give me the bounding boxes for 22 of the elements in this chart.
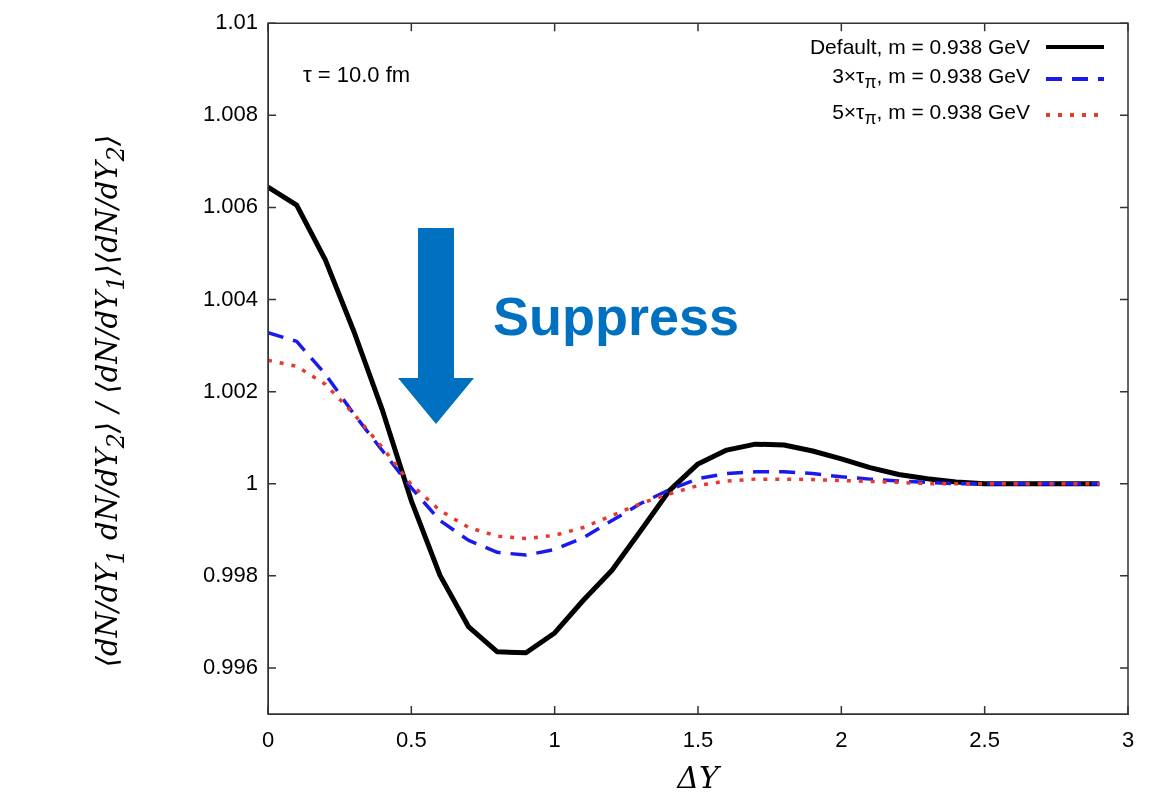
x-tick-label: 1.5 <box>682 727 714 753</box>
x-tick-label: 0 <box>261 727 275 753</box>
y-tick-label: 1.002 <box>202 377 258 403</box>
legend-label: 3×τ$_{π}$, m = 0.938 GeV <box>832 63 1030 95</box>
annotation: Suppress <box>493 285 740 346</box>
y-tick-label: 1.004 <box>202 285 258 311</box>
y-tick-label: 1.01 <box>215 9 258 35</box>
x-axis-title: ΔY <box>676 759 722 795</box>
y-tick-label: 0.996 <box>202 654 258 680</box>
legend-label: 5×τ$_{π}$, m = 0.938 GeV <box>832 99 1030 131</box>
x-tick-label: 2.5 <box>969 727 1000 753</box>
y-tick-label: 0.998 <box>202 561 258 587</box>
y-tick-label: 1.008 <box>202 101 258 127</box>
x-tick-label: 1 <box>548 727 561 753</box>
x-tick-label: 3 <box>1121 727 1135 753</box>
y-tick-label: 1.006 <box>202 193 258 219</box>
x-tick-label: 0.5 <box>396 727 427 753</box>
y-tick-label: 1 <box>245 469 258 495</box>
legend-label: Default, m = 0.938 GeV <box>809 34 1030 60</box>
annotation: τ = 10.0 fm <box>303 62 411 88</box>
x-tick-label: 2 <box>835 727 848 753</box>
line-series <box>268 358 1102 541</box>
